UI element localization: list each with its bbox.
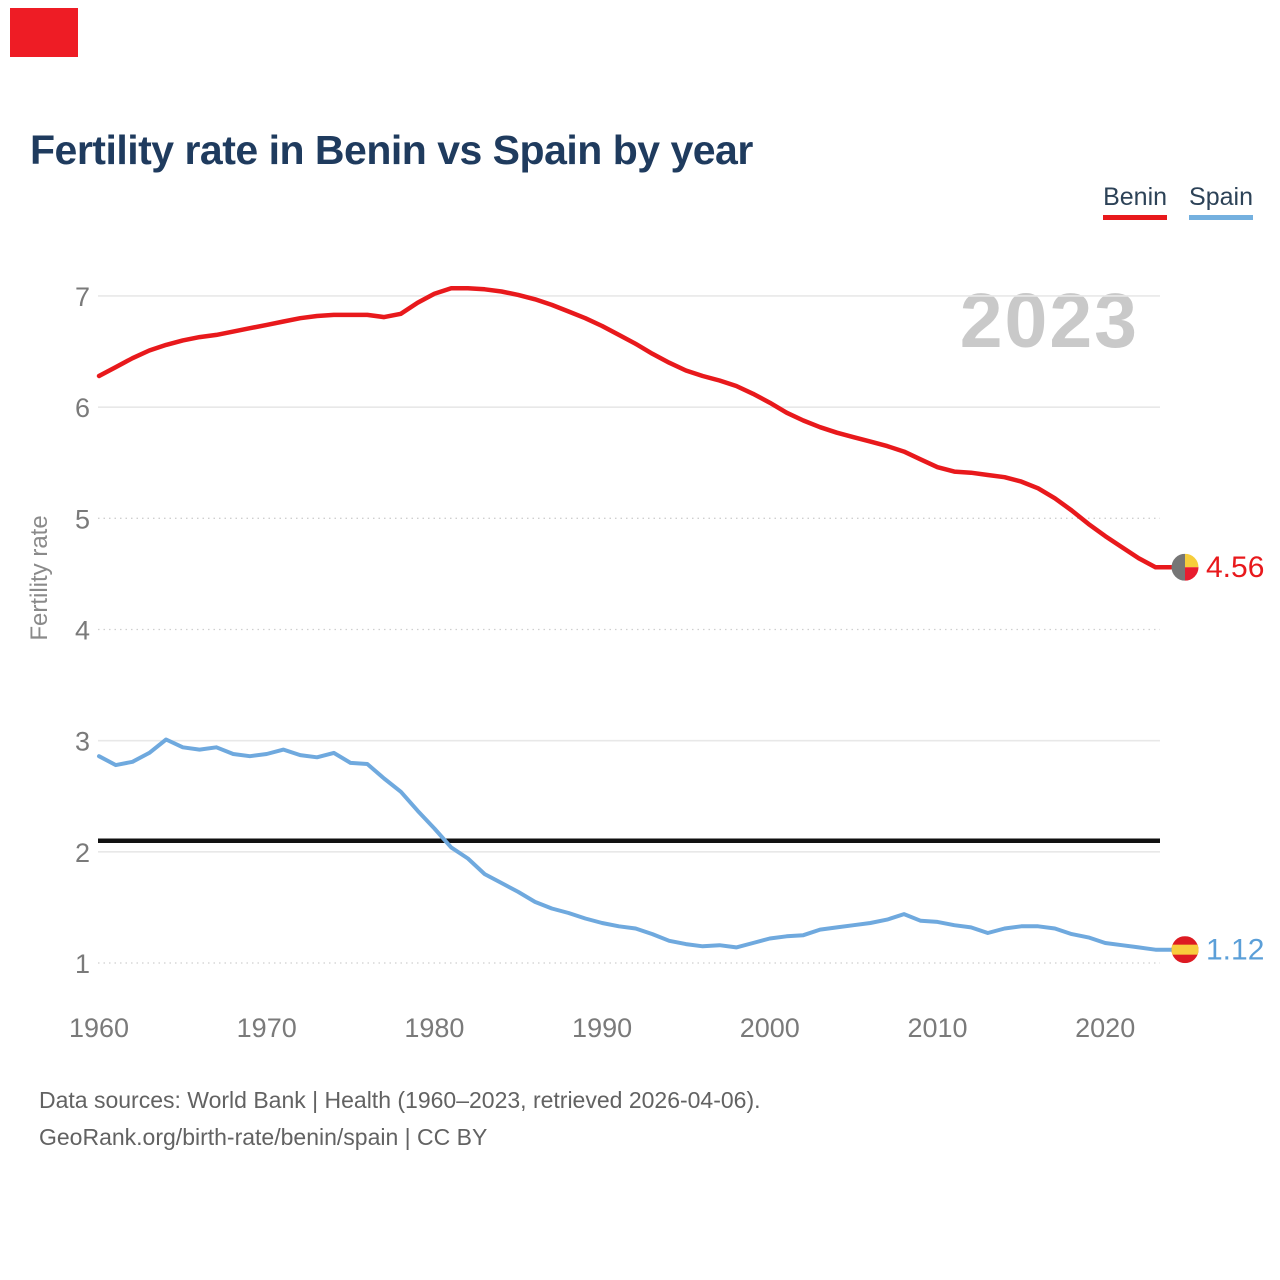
year-watermark: 2023 [960, 278, 1139, 364]
footer-attribution: GeoRank.org/birth-rate/benin/spain | CC … [39, 1124, 488, 1150]
footer: Data sources: World Bank | Health (1960–… [39, 1082, 761, 1156]
y-axis-title: Fertility rate [26, 515, 53, 640]
end-value-benin: 4.56 [1206, 551, 1264, 584]
y-tick-5: 5 [75, 504, 90, 534]
x-tick-2010: 2010 [907, 1013, 967, 1043]
x-tick-1990: 1990 [572, 1013, 632, 1043]
corner-red-mark [10, 8, 78, 57]
x-tick-1980: 1980 [404, 1013, 464, 1043]
legend-item-spain[interactable]: Spain [1189, 183, 1253, 220]
x-tick-1970: 1970 [237, 1013, 297, 1043]
series-line-spain [97, 737, 1173, 952]
legend: Benin Spain [1103, 183, 1253, 220]
x-tick-2020: 2020 [1075, 1013, 1135, 1043]
y-tick-6: 6 [75, 393, 90, 423]
x-tick-2000: 2000 [740, 1013, 800, 1043]
spain-flag-icon [1171, 936, 1199, 964]
y-tick-3: 3 [75, 727, 90, 757]
legend-item-benin[interactable]: Benin [1103, 183, 1168, 220]
end-value-spain: 1.12 [1206, 934, 1264, 967]
series-line-benin [96, 285, 1174, 570]
x-tick-1960: 1960 [69, 1013, 129, 1043]
footer-sources: Data sources: World Bank | Health (1960–… [39, 1087, 761, 1113]
y-tick-4: 4 [75, 615, 90, 645]
page-title: Fertility rate in Benin vs Spain by year [30, 127, 753, 174]
y-tick-7: 7 [75, 282, 90, 312]
y-tick-2: 2 [75, 838, 90, 868]
y-tick-1: 1 [75, 949, 90, 979]
benin-flag-icon [1171, 553, 1199, 581]
